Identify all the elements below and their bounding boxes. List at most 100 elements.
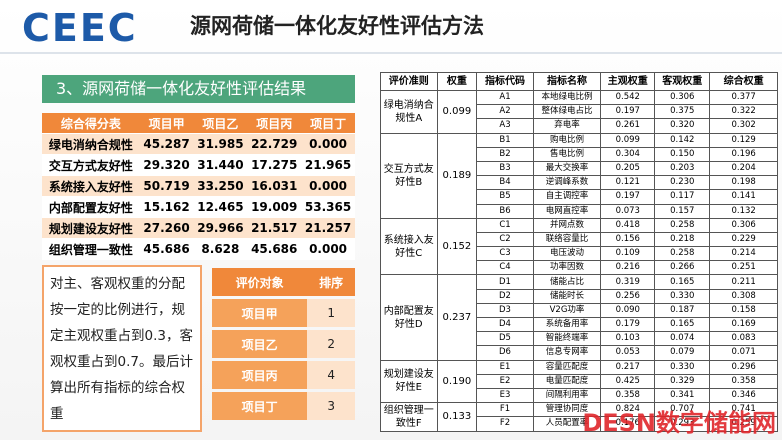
cell: C1 bbox=[476, 217, 534, 233]
cell: 0.103 bbox=[600, 331, 656, 347]
header-cell: 项目甲 bbox=[139, 113, 194, 134]
cell: E3 bbox=[476, 387, 534, 404]
row: F2 人员配置率 0.176 0.293 0.259 bbox=[381, 416, 778, 432]
cell: 0.211 bbox=[709, 274, 778, 290]
cell: 45.686 bbox=[139, 238, 194, 260]
cell: B3 bbox=[476, 160, 534, 177]
criterion-cell: 规划建设友好性E bbox=[380, 359, 438, 404]
cell: 0.375 bbox=[654, 104, 711, 120]
cell: 项目甲 bbox=[212, 299, 308, 327]
criterion-cell: 交互方式友好性B bbox=[380, 132, 438, 219]
cell: 21.517 bbox=[247, 217, 302, 239]
cell: 0.330 bbox=[654, 288, 711, 304]
cell: 项目丙 bbox=[212, 361, 308, 389]
cell: 33.250 bbox=[193, 175, 248, 197]
score-table: 综合得分表 项目甲 项目乙 项目丙 项目丁 绿电消纳合规性 45.287 31.985 22.7… bbox=[42, 113, 355, 260]
weight-cell: 0.190 bbox=[436, 359, 478, 404]
row: C4 功率因数 0.216 0.266 0.251 bbox=[381, 260, 778, 276]
header-cell: 项目丁 bbox=[301, 113, 355, 134]
cell: 智能终端率 bbox=[532, 331, 602, 347]
header-row: 综合得分表 项目甲 项目乙 项目丙 项目丁 bbox=[42, 113, 355, 134]
cell: 0.196 bbox=[709, 146, 778, 162]
cell: 0.258 bbox=[654, 246, 711, 262]
cell: 4 bbox=[307, 361, 355, 389]
header-cell: 评价准则 bbox=[380, 72, 438, 91]
cell: 0.216 bbox=[600, 260, 656, 276]
cell: D4 bbox=[476, 316, 534, 333]
cell: C4 bbox=[476, 260, 534, 276]
cell: 0.341 bbox=[654, 387, 711, 404]
cell: 0.053 bbox=[600, 345, 656, 361]
cell: 0.308 bbox=[709, 288, 778, 304]
cell: 交互方式友好性 bbox=[42, 154, 140, 176]
cell: 系统接入友好性 bbox=[42, 175, 140, 197]
row: 项目丁 3 bbox=[212, 392, 355, 420]
row: 项目乙 2 bbox=[212, 330, 355, 358]
cell: 0.304 bbox=[600, 146, 656, 162]
criterion-cell: 组织管理一致性F bbox=[380, 402, 438, 432]
header-cell: 综合得分表 bbox=[42, 113, 140, 134]
cell: 22.729 bbox=[247, 133, 302, 155]
cell: B2 bbox=[476, 146, 534, 162]
cell: 31.985 bbox=[193, 133, 248, 155]
header-cell: 指标代码 bbox=[476, 72, 534, 91]
cell: 0.165 bbox=[654, 274, 711, 290]
cell: B5 bbox=[476, 189, 534, 205]
cell: 3 bbox=[307, 392, 355, 420]
cell: 0.346 bbox=[709, 387, 778, 404]
cell: 人员配置率 bbox=[532, 416, 602, 432]
cell: 50.719 bbox=[139, 175, 194, 197]
row: 规划建设友好性 27.260 29.966 21.517 21.257 bbox=[42, 217, 355, 239]
weight-table: 评价准则 权重 指标代码 指标名称 主观权重 客观权重 综合权重 绿电消纳合规性A 0.099 A… bbox=[380, 72, 778, 432]
cell: C3 bbox=[476, 246, 534, 262]
header-cell: 评价对象 bbox=[212, 268, 308, 296]
row: B3 最大交换率 0.205 0.203 0.204 bbox=[381, 160, 778, 177]
cell: 0.319 bbox=[600, 274, 656, 290]
cell: 项目乙 bbox=[212, 330, 308, 358]
logo: CEEC bbox=[22, 6, 138, 50]
row: D4 系统备用率 0.179 0.165 0.169 bbox=[381, 316, 778, 333]
cell: V2G功率 bbox=[532, 302, 602, 319]
cell: 0.079 bbox=[654, 345, 711, 361]
cell: 16.031 bbox=[247, 175, 302, 197]
cell: 0.197 bbox=[600, 189, 656, 205]
cell: 电压波动 bbox=[532, 246, 602, 262]
cell: 0.169 bbox=[709, 316, 778, 333]
weight-cell: 0.152 bbox=[436, 217, 478, 276]
cell: 0.330 bbox=[654, 359, 711, 375]
cell: 0.109 bbox=[600, 246, 656, 262]
row: 绿电消纳合规性 45.287 31.985 22.729 0.000 bbox=[42, 133, 355, 155]
cell: 45.686 bbox=[247, 238, 302, 260]
cell: 自主调控率 bbox=[532, 189, 602, 205]
cell: 19.009 bbox=[247, 196, 302, 218]
cell: 0.000 bbox=[301, 238, 355, 260]
cell: 0.150 bbox=[654, 146, 711, 162]
header-cell: 指标名称 bbox=[532, 72, 602, 91]
cell: 0.157 bbox=[654, 203, 711, 219]
cell: 0.261 bbox=[600, 118, 656, 134]
cell: 绿电消纳合规性 bbox=[42, 133, 140, 155]
cell: 0.425 bbox=[600, 373, 656, 389]
row: 交互方式友好性 29.320 31.440 17.275 21.965 bbox=[42, 154, 355, 176]
cell: 0.358 bbox=[709, 373, 778, 389]
cell: 间隔利用率 bbox=[532, 387, 602, 404]
cell: 0.322 bbox=[709, 104, 778, 120]
header-cell: 项目丙 bbox=[247, 113, 302, 134]
cell: 17.275 bbox=[247, 154, 302, 176]
row: D5 智能终端率 0.103 0.074 0.083 bbox=[381, 331, 778, 347]
cell: 信息专网率 bbox=[532, 345, 602, 361]
cell: 储能时长 bbox=[532, 288, 602, 304]
header-cell: 综合权重 bbox=[709, 72, 778, 91]
cell: D5 bbox=[476, 331, 534, 347]
cell: 1 bbox=[307, 299, 355, 327]
cell: 0.229 bbox=[709, 231, 778, 248]
cell: 项目丁 bbox=[212, 392, 308, 420]
cell: 0.217 bbox=[600, 359, 656, 375]
cell: 27.260 bbox=[139, 217, 194, 239]
cell: 0.259 bbox=[709, 416, 778, 432]
cell: 0.329 bbox=[654, 373, 711, 389]
row: 组织管理一致性F 0.133 F1 管理协同度 0.824 0.707 0.741 bbox=[380, 402, 778, 432]
cell: 系统备用率 bbox=[532, 316, 602, 333]
cell: 售电比例 bbox=[532, 146, 602, 162]
